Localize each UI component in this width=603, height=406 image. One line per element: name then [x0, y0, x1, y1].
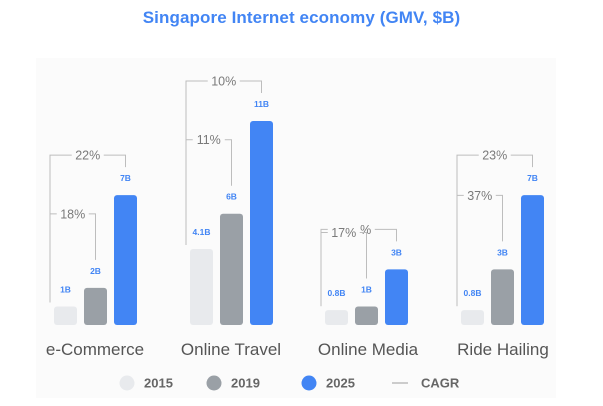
bar-online-media-2015 — [325, 310, 348, 325]
legend-label-2019: 2019 — [231, 376, 260, 391]
bar-label-e-commerce-2015: 1B — [60, 284, 71, 294]
cagr-label-ride-hailing-2025: 23% — [482, 149, 507, 163]
legend-marker-2019 — [206, 375, 222, 391]
bar-e-commerce-2025 — [114, 195, 137, 325]
bar-ride-hailing-2019 — [491, 269, 514, 325]
bar-online-media-2019 — [355, 306, 378, 325]
bar-online-travel-2025 — [250, 121, 273, 325]
category-label-online-media: Online Media — [318, 340, 419, 359]
bar-label-online-travel-2025: 11B — [254, 99, 269, 109]
bar-ride-hailing-2015 — [461, 310, 484, 325]
bar-online-travel-2015 — [190, 248, 213, 325]
bar-online-media-2025 — [385, 269, 408, 325]
cagr-label-ride-hailing-2019: 37% — [467, 189, 492, 203]
bar-e-commerce-2015 — [54, 306, 77, 325]
bar-label-e-commerce-2019: 2B — [90, 266, 101, 276]
bar-label-e-commerce-2025: 7B — [120, 173, 131, 183]
cagr-label-bg-ride-hailing-2019 — [463, 187, 496, 204]
category-label-e-commerce: e-Commerce — [46, 340, 144, 359]
cagr-label-bg-ride-hailing-2025 — [478, 147, 511, 164]
legend-marker-2015 — [119, 375, 135, 391]
cagr-label-online-travel-2025: 10% — [211, 75, 236, 89]
bar-label-ride-hailing-2025: 7B — [527, 173, 538, 183]
legend-marker-2025 — [301, 375, 317, 391]
bar-label-online-media-2015: 0.8B — [328, 288, 346, 298]
category-label-online-travel: Online Travel — [181, 340, 281, 359]
category-label-ride-hailing: Ride Hailing — [457, 340, 549, 359]
legend-label-2025: 2025 — [326, 376, 355, 391]
cagr-label-e-commerce-2019: 18% — [60, 207, 85, 221]
cagr-label-online-media-2019: 17% — [331, 226, 356, 240]
bar-e-commerce-2019 — [84, 287, 107, 325]
legend-label-2015: 2015 — [144, 376, 173, 391]
cagr-label-bg-e-commerce-2025 — [71, 147, 104, 164]
cagr-label-bg-e-commerce-2019 — [56, 205, 89, 222]
cagr-label-online-travel-2019: 11% — [197, 133, 221, 147]
cagr-label-bg-online-travel-2019 — [192, 131, 225, 148]
bar-label-online-travel-2019: 6B — [226, 192, 237, 202]
bar-label-online-travel-2015: 4.1B — [193, 227, 211, 237]
cagr-label-e-commerce-2025: 22% — [75, 149, 100, 163]
cagr-label-bg-online-media-2019 — [327, 224, 360, 241]
bar-label-online-media-2019: 1B — [361, 284, 372, 294]
chart-title: Singapore Internet economy (GMV, $B) — [142, 8, 461, 27]
bar-online-travel-2019 — [220, 213, 243, 325]
legend-label-cagr: CAGR — [421, 376, 460, 391]
bar-label-ride-hailing-2019: 3B — [497, 247, 508, 257]
cagr-label-bg-online-travel-2025 — [207, 73, 240, 89]
bar-label-ride-hailing-2015: 0.8B — [464, 288, 482, 298]
bar-label-online-media-2025: 3B — [391, 247, 402, 257]
bar-ride-hailing-2025 — [521, 195, 544, 325]
